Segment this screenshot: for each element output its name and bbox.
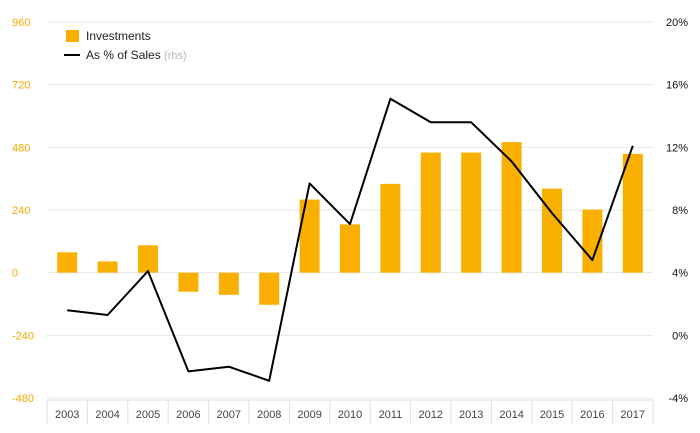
x-axis: 2003 2004 2005 2006 2007 2008 2009 2010 2011 2012… xyxy=(46,399,654,425)
investments-bars xyxy=(57,142,643,305)
bar-2017 xyxy=(622,153,643,273)
left-tick-label: 240 xyxy=(12,205,30,217)
right-tick-label: -4% xyxy=(668,393,688,405)
x-tick-label: 2013 xyxy=(459,409,483,421)
left-tick-label: 480 xyxy=(12,142,30,154)
bar-2012 xyxy=(420,152,441,273)
bar-2005 xyxy=(138,245,158,273)
right-axis-ticks: 20% 16% 12% 8% 4% 0% -4% xyxy=(666,17,688,405)
right-tick-label: 20% xyxy=(666,17,688,29)
legend: Investments As % of Sales (rhs) xyxy=(64,29,187,62)
left-tick-label: -240 xyxy=(12,330,34,342)
legend-investments-label: Investments xyxy=(86,29,151,43)
bar-2003 xyxy=(57,252,78,273)
x-tick-label: 2010 xyxy=(338,409,362,421)
bar-2014 xyxy=(501,142,522,273)
x-tick-label: 2012 xyxy=(419,409,443,421)
bar-2009 xyxy=(299,199,320,273)
bar-2010 xyxy=(340,224,360,273)
x-tick-label: 2003 xyxy=(55,409,79,421)
left-axis-ticks: 960 720 480 240 0 -240 -480 xyxy=(12,17,34,405)
bar-2004 xyxy=(97,261,118,273)
gridlines xyxy=(47,21,653,399)
bar-2016 xyxy=(582,209,603,273)
bar-2008 xyxy=(259,272,280,305)
left-tick-label: 720 xyxy=(12,80,30,92)
left-tick-label: -480 xyxy=(12,393,34,405)
bar-2015 xyxy=(542,188,562,273)
x-tick-label: 2015 xyxy=(540,409,564,421)
right-tick-label: 8% xyxy=(672,205,688,217)
x-tick-label: 2005 xyxy=(136,409,160,421)
bar-2006 xyxy=(178,272,199,292)
x-tick-label: 2008 xyxy=(257,409,281,421)
x-tick-label: 2006 xyxy=(176,409,200,421)
left-tick-label: 960 xyxy=(12,17,30,29)
right-tick-label: 12% xyxy=(666,142,688,154)
legend-line-label: As % of Sales (rhs) xyxy=(86,48,187,62)
bar-2007 xyxy=(218,272,239,295)
sales-pct-line xyxy=(67,97,634,382)
right-tick-label: 16% xyxy=(666,80,688,92)
x-tick-label: 2014 xyxy=(499,409,523,421)
x-tick-label: 2016 xyxy=(580,409,604,421)
x-tick-label: 2017 xyxy=(621,409,645,421)
x-tick-label: 2007 xyxy=(217,409,241,421)
left-tick-label: 0 xyxy=(12,268,18,280)
x-tick-label: 2004 xyxy=(95,409,119,421)
bar-2013 xyxy=(461,152,482,273)
right-tick-label: 4% xyxy=(672,268,688,280)
legend-investments-swatch xyxy=(66,30,79,42)
x-tick-label: 2009 xyxy=(297,409,321,421)
bar-2011 xyxy=(380,183,401,273)
legend-line-note: (rhs) xyxy=(164,50,187,62)
x-tick-label: 2011 xyxy=(379,409,403,421)
right-tick-label: 0% xyxy=(672,330,688,342)
